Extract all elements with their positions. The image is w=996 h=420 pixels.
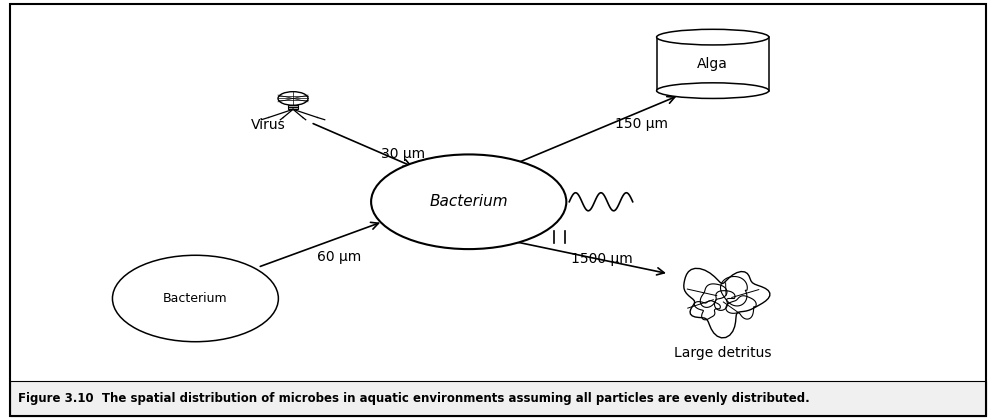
Text: Bacterium: Bacterium xyxy=(163,292,228,305)
Text: 60 μm: 60 μm xyxy=(318,250,362,264)
Bar xyxy=(10,381,986,416)
Ellipse shape xyxy=(656,83,769,98)
Bar xyxy=(288,105,298,109)
Text: 30 μm: 30 μm xyxy=(380,147,425,161)
Bar xyxy=(656,37,769,91)
Ellipse shape xyxy=(278,92,308,105)
Text: 150 μm: 150 μm xyxy=(616,117,668,131)
Ellipse shape xyxy=(113,255,279,342)
Text: Virus: Virus xyxy=(251,118,286,132)
Text: 1500 μm: 1500 μm xyxy=(572,252,632,266)
Ellipse shape xyxy=(372,155,567,249)
Text: Bacterium: Bacterium xyxy=(429,194,508,209)
Text: Alga: Alga xyxy=(697,57,728,71)
Text: Figure 3.10  The spatial distribution of microbes in aquatic environments assumi: Figure 3.10 The spatial distribution of … xyxy=(18,392,810,405)
Ellipse shape xyxy=(656,29,769,45)
Text: Large detritus: Large detritus xyxy=(673,346,771,360)
